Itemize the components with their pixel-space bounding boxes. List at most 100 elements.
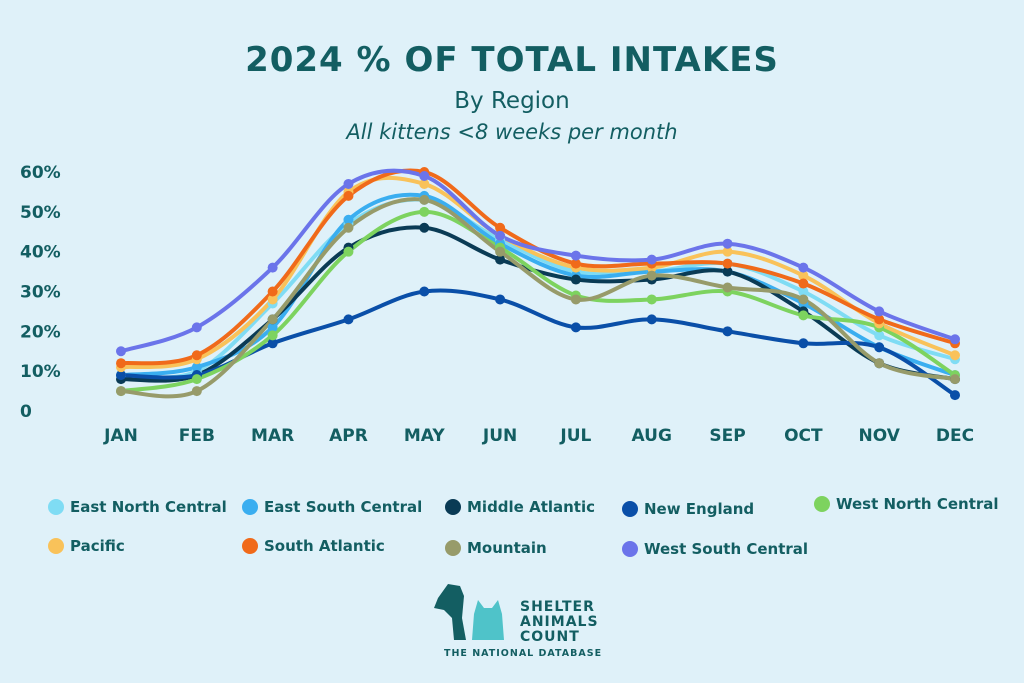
legend-item-east-south-central: East South Central [242, 498, 422, 516]
data-point-mountain [419, 194, 430, 205]
y-tick-label: 40% [20, 243, 61, 263]
data-point-pacific [267, 294, 278, 305]
legend-label: New England [644, 500, 755, 518]
data-point-new-england [874, 342, 885, 353]
data-point-west-south-central [646, 254, 657, 265]
data-point-mountain [116, 386, 126, 397]
data-point-west-north-central [343, 246, 354, 257]
legend-label: East South Central [264, 498, 423, 516]
data-point-new-england [267, 338, 278, 349]
data-point-south-atlantic [722, 258, 733, 269]
x-tick-label: DEC [936, 426, 974, 446]
data-point-west-south-central [495, 230, 506, 241]
data-point-south-atlantic [798, 278, 809, 289]
y-tick-label: 0 [20, 402, 32, 422]
series-points [116, 167, 960, 401]
data-point-west-south-central [191, 322, 202, 333]
y-tick-label: 30% [20, 283, 61, 303]
data-point-mountain [722, 282, 733, 293]
logo-tagline: THE NATIONAL DATABASE [444, 648, 603, 659]
logo-line-3: COUNT [520, 629, 580, 645]
data-point-new-england [570, 322, 581, 333]
data-point-new-england [419, 286, 430, 297]
x-tick-label: OCT [784, 426, 823, 446]
series-line-west-south-central [119, 168, 957, 354]
legend-marker [48, 499, 64, 515]
x-tick-label: JUN [482, 426, 517, 446]
data-point-mountain [798, 294, 809, 305]
data-point-new-england [950, 390, 960, 401]
data-point-west-south-central [267, 262, 278, 273]
chart-subtitle: By Region [454, 88, 570, 114]
legend-label: West South Central [644, 540, 809, 558]
legend-item-middle-atlantic: Middle Atlantic [445, 498, 595, 516]
data-point-east-south-central [267, 322, 278, 333]
series-line-new-england [119, 288, 957, 398]
data-point-east-north-central [798, 286, 809, 297]
data-point-west-south-central [798, 262, 809, 273]
x-axis: JAN FEB MAR APR MAY JUN JUL AUG SEP OCT NOV DEC [103, 426, 974, 446]
x-tick-label: FEB [179, 426, 215, 446]
data-point-west-south-central [874, 306, 885, 317]
data-point-middle-atlantic [722, 266, 733, 277]
data-point-west-south-central [116, 346, 126, 357]
data-point-south-atlantic [267, 286, 278, 297]
dog-cat-logo-icon [434, 584, 504, 640]
series-lines [119, 168, 957, 399]
data-point-west-south-central [343, 178, 354, 189]
data-point-middle-atlantic [495, 254, 506, 265]
chart-title: 2024 % OF TOTAL INTAKES [245, 40, 779, 80]
data-point-mountain [950, 374, 960, 385]
data-point-new-england [116, 370, 126, 381]
data-point-middle-atlantic [570, 274, 581, 285]
logo-line-2: ANIMALS [520, 614, 599, 630]
x-tick-label: MAR [251, 426, 294, 446]
series-line-mountain [119, 197, 957, 399]
y-tick-label: 60% [20, 163, 61, 183]
series-line-south-atlantic [119, 168, 957, 366]
data-point-west-north-central [798, 310, 809, 321]
data-point-new-england [798, 338, 809, 349]
chart-subtitle-italic: All kittens <8 weeks per month [346, 120, 678, 144]
logo-line-1: SHELTER [520, 599, 595, 615]
data-point-middle-atlantic [419, 222, 430, 233]
data-point-west-south-central [950, 334, 960, 345]
data-point-south-atlantic [874, 314, 885, 325]
data-point-pacific [950, 350, 960, 361]
data-point-west-south-central [722, 238, 733, 249]
x-tick-label: JUL [559, 426, 591, 446]
x-tick-label: SEP [709, 426, 745, 446]
y-tick-label: 50% [20, 203, 61, 223]
y-axis: 0 10% 20% 30% 40% 50% 60% [20, 163, 61, 422]
legend-label: Pacific [70, 537, 125, 555]
data-point-south-atlantic [343, 190, 354, 201]
data-point-mountain [191, 386, 202, 397]
x-tick-label: JAN [103, 426, 138, 446]
legend-item-new-england: New England [622, 500, 754, 518]
data-point-east-north-central [874, 330, 885, 341]
legend-marker [242, 538, 258, 554]
data-point-south-atlantic [495, 222, 506, 233]
data-point-mountain [874, 358, 885, 369]
data-point-mountain [267, 314, 278, 325]
y-tick-label: 20% [20, 322, 61, 342]
legend-marker [242, 499, 258, 515]
legend-marker [814, 496, 830, 512]
data-point-mountain [570, 294, 581, 305]
data-point-pacific [722, 246, 733, 257]
legend-label: West North Central [836, 495, 999, 513]
data-point-south-atlantic [191, 350, 202, 361]
legend-marker [48, 538, 64, 554]
data-point-south-atlantic [570, 258, 581, 269]
legend-item-pacific: Pacific [48, 537, 125, 555]
legend-item-south-atlantic: South Atlantic [242, 537, 385, 555]
data-point-west-north-central [191, 374, 202, 385]
data-point-west-north-central [646, 294, 657, 305]
legend-item-west-north-central: West North Central [814, 495, 999, 513]
legend-item-east-north-central: East North Central [48, 498, 227, 516]
shelter-animals-count-logo: SHELTER ANIMALS COUNT THE NATIONAL DATAB… [430, 578, 603, 662]
data-point-west-north-central [267, 330, 278, 341]
legend-label: South Atlantic [264, 537, 385, 555]
data-point-west-north-central [419, 206, 430, 217]
